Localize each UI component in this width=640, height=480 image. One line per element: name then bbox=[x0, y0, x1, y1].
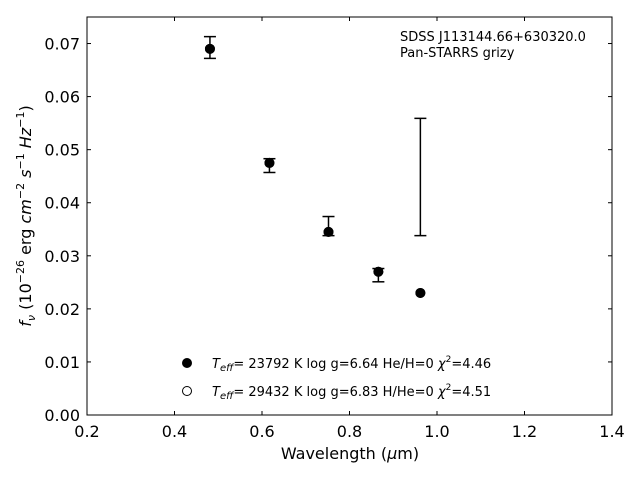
model-filled-point bbox=[323, 226, 334, 237]
x-axis-label: Wavelength (μm) bbox=[281, 444, 419, 463]
annotation-object-name: SDSS J113144.66+630320.0 bbox=[400, 30, 586, 45]
model-filled-point bbox=[204, 43, 215, 54]
y-tick-label: 0.00 bbox=[44, 406, 80, 425]
model-filled-point bbox=[264, 157, 275, 168]
x-tick-label: 0.6 bbox=[249, 422, 274, 441]
y-axis-label: fν (10−26 erg cm−2 s−1 Hz−1) bbox=[14, 105, 38, 326]
y-tick-label: 0.05 bbox=[44, 141, 80, 160]
x-tick-label: 1.2 bbox=[512, 422, 537, 441]
y-tick-label: 0.03 bbox=[44, 247, 80, 266]
y-tick-label: 0.01 bbox=[44, 353, 80, 372]
y-tick-labels: 0.00 0.01 0.02 0.03 0.04 0.05 0.06 0.07 bbox=[44, 35, 80, 425]
y-tick-label: 0.02 bbox=[44, 300, 80, 319]
legend-marker-filled bbox=[182, 358, 192, 368]
x-tick-label: 1.4 bbox=[599, 422, 624, 441]
x-tick-label: 0.2 bbox=[74, 422, 99, 441]
x-tick-label: 0.8 bbox=[337, 422, 362, 441]
model-filled-markers bbox=[204, 43, 426, 298]
x-tick-label: 0.4 bbox=[162, 422, 187, 441]
error-bars bbox=[203, 35, 427, 283]
model-filled-point bbox=[415, 287, 426, 298]
y-tick-label: 0.06 bbox=[44, 88, 80, 107]
annotation-survey: Pan-STARRS grizy bbox=[400, 46, 515, 61]
x-tick-labels: 0.2 0.4 0.6 0.8 1.0 1.2 1.4 bbox=[74, 422, 624, 441]
legend-entry-2: Teff= 29432 K log g=6.83 H/He=0 χ2=4.51 bbox=[212, 383, 491, 402]
observed-errorbar bbox=[414, 117, 427, 237]
plot-frame bbox=[86, 16, 613, 416]
legend: Teff= 23792 K log g=6.64 He/H=0 χ2=4.46 … bbox=[182, 355, 491, 402]
axis-ticks bbox=[86, 17, 613, 416]
x-tick-label: 1.0 bbox=[424, 422, 449, 441]
model-filled-point bbox=[373, 266, 384, 277]
y-tick-label: 0.04 bbox=[44, 194, 80, 213]
legend-entry-1: Teff= 23792 K log g=6.64 He/H=0 χ2=4.46 bbox=[212, 355, 491, 374]
legend-marker-open bbox=[182, 386, 192, 396]
model-open-markers bbox=[204, 43, 426, 298]
y-tick-label: 0.07 bbox=[44, 35, 80, 54]
